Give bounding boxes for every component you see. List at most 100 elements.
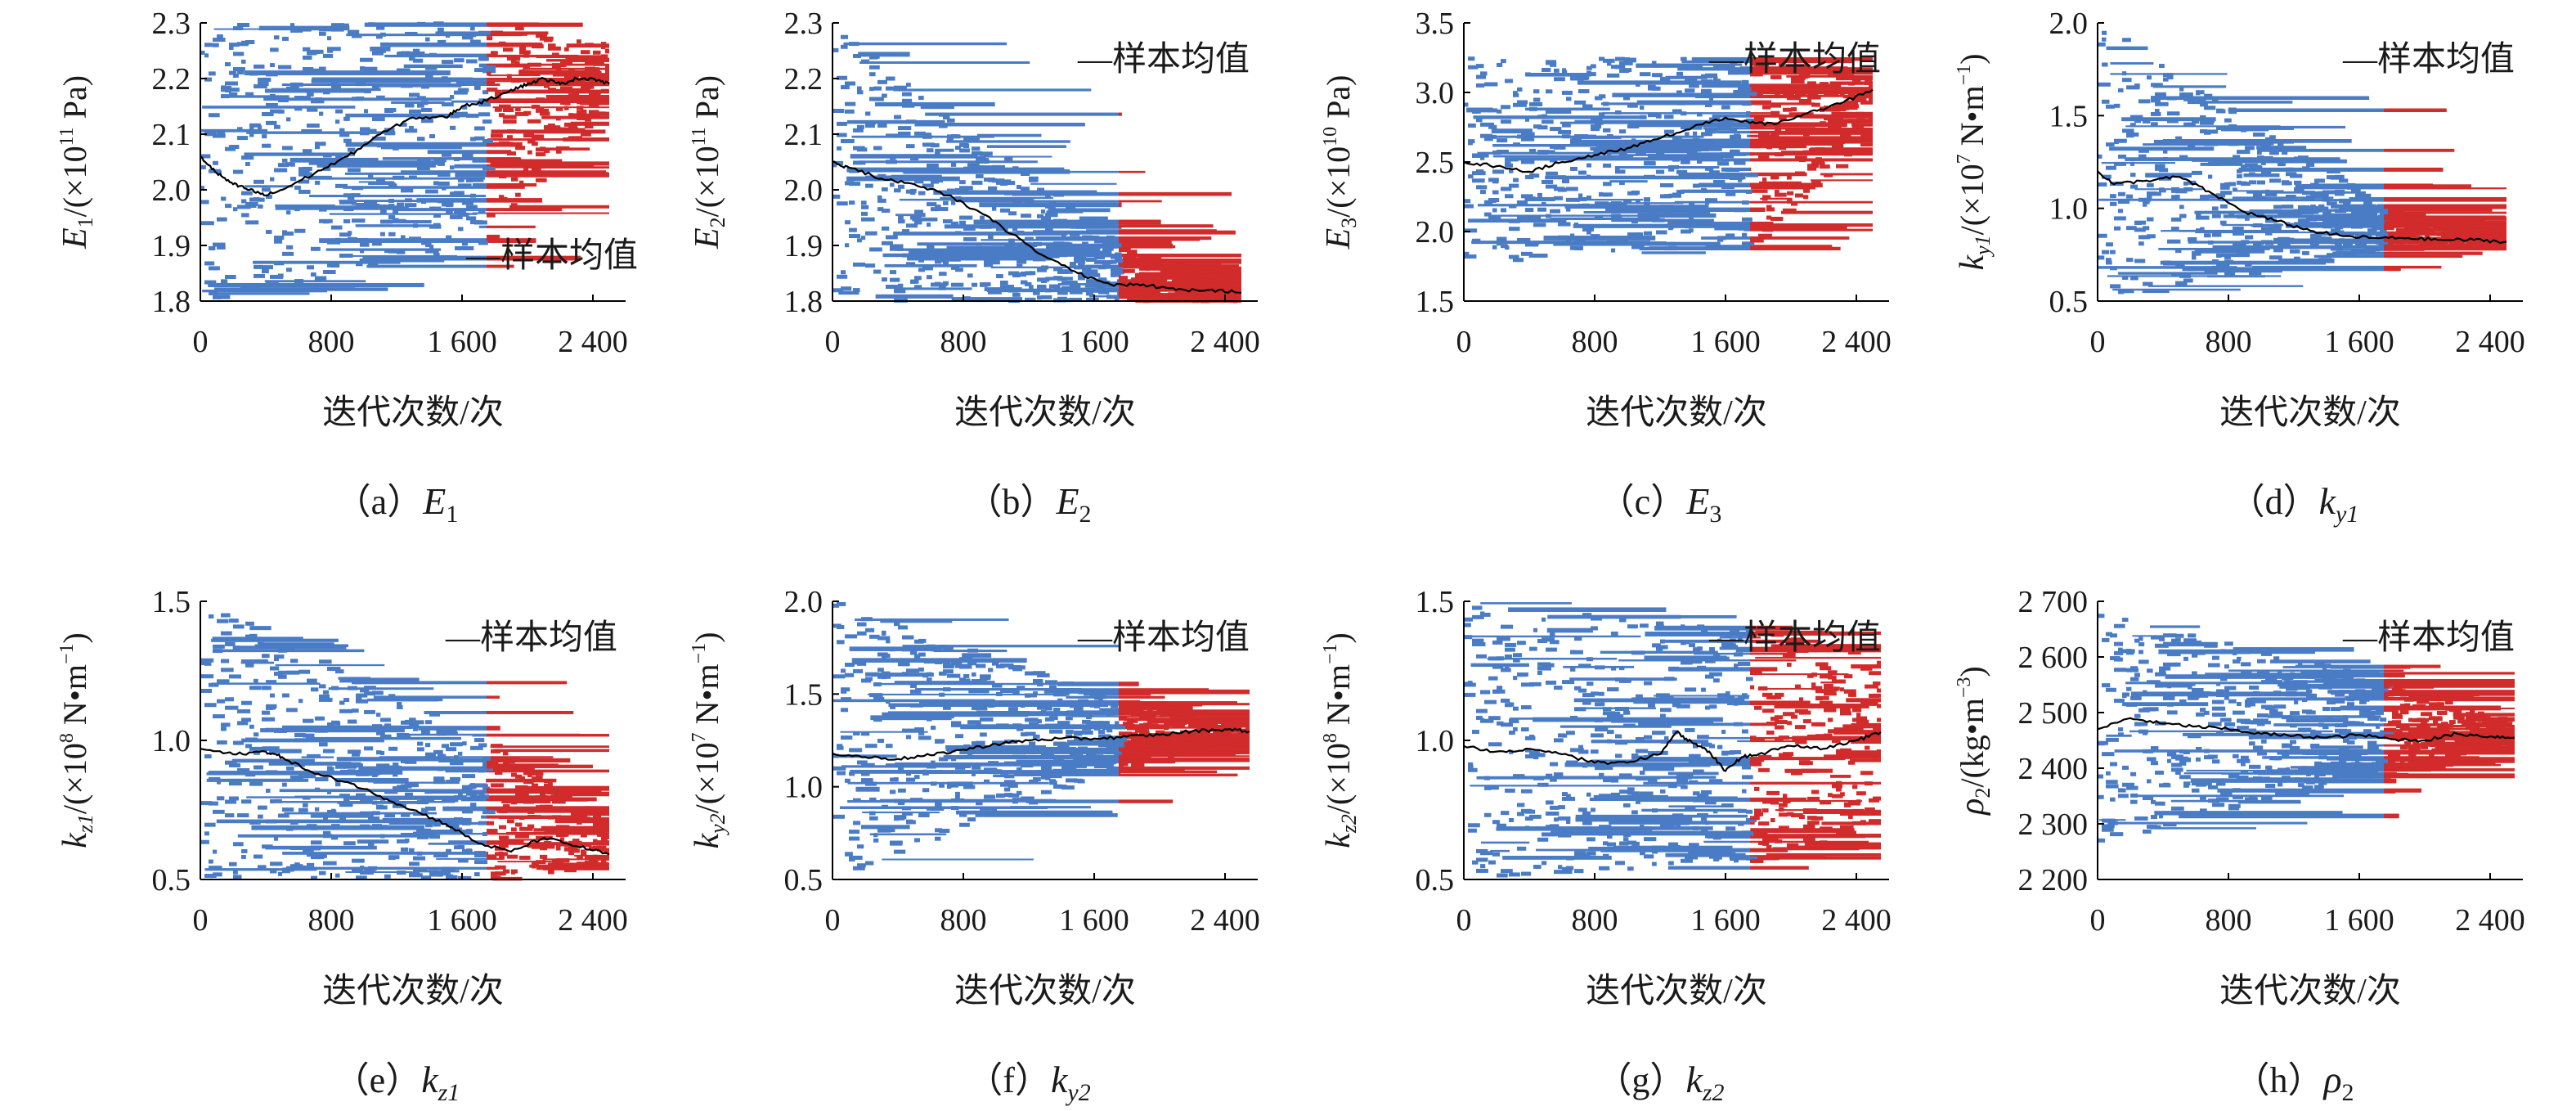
sample-trace — [241, 155, 254, 160]
sample-trace-post-burn-in — [1750, 127, 1815, 130]
sample-trace — [2269, 227, 2282, 232]
sample-trace — [1012, 273, 1021, 278]
sample-trace-post-burn-in — [1119, 265, 1220, 268]
sample-trace-post-burn-in — [1757, 687, 1819, 690]
sample-trace-post-burn-in — [487, 733, 609, 737]
sample-trace — [1566, 236, 1574, 241]
sample-trace — [882, 277, 887, 282]
sample-trace — [1464, 623, 1471, 627]
sample-trace — [601, 74, 608, 79]
sample-trace — [2257, 180, 2265, 185]
sample-trace — [1505, 654, 1512, 659]
sample-trace-post-burn-in — [487, 34, 523, 37]
sample-trace — [2367, 207, 2375, 212]
sample-trace — [458, 183, 472, 188]
sample-trace — [832, 753, 839, 758]
sample-trace — [1237, 291, 1241, 296]
sample-trace — [2470, 239, 2475, 244]
sample-trace — [959, 220, 967, 225]
sample-trace — [323, 830, 331, 835]
sample-trace — [216, 819, 425, 824]
sample-trace — [560, 98, 573, 103]
sample-trace — [1139, 254, 1149, 259]
sample-trace — [972, 771, 976, 776]
sample-trace — [241, 40, 249, 45]
sample-trace — [1090, 288, 1100, 293]
sample-trace — [229, 861, 237, 866]
sample-trace — [1119, 710, 1125, 715]
sample-trace — [1090, 702, 1098, 707]
sample-trace — [519, 816, 525, 821]
sample-trace — [898, 184, 905, 189]
sample-trace-post-burn-in — [1750, 100, 1772, 106]
sample-trace — [1574, 100, 1586, 105]
sample-trace — [1057, 744, 1070, 749]
sample-trace — [1820, 82, 1829, 87]
sample-trace — [548, 70, 558, 75]
sample-trace — [2114, 226, 2121, 231]
sample-trace-post-burn-in — [488, 74, 541, 77]
sample-trace — [947, 783, 958, 788]
sample-trace — [262, 143, 272, 148]
sample-trace — [1528, 253, 1548, 258]
x-tick-label: 0 — [193, 325, 209, 359]
sample-trace — [1205, 274, 1213, 279]
sample-trace-post-burn-in — [529, 864, 550, 868]
sample-trace — [1570, 166, 1577, 171]
sample-trace — [865, 231, 877, 236]
y-tick-label: 2.0 — [152, 173, 191, 208]
sample-trace — [1644, 161, 1656, 166]
sample-trace — [2445, 224, 2458, 229]
sample-trace — [425, 743, 431, 748]
sample-trace — [1061, 681, 1074, 686]
sample-trace — [1094, 254, 1106, 259]
sample-trace — [454, 191, 464, 196]
sample-trace — [411, 142, 429, 146]
sample-trace — [2278, 243, 2291, 248]
sample-trace — [1668, 805, 1726, 807]
sample-trace — [376, 763, 390, 768]
sample-trace — [918, 191, 926, 196]
sample-trace — [433, 181, 439, 186]
sample-trace — [861, 205, 869, 209]
sample-trace — [2224, 271, 2236, 276]
sample-trace — [326, 177, 486, 180]
sample-trace — [1049, 223, 1061, 227]
sample-trace — [515, 61, 520, 65]
sample-trace — [421, 828, 432, 833]
sample-trace — [1668, 164, 1679, 169]
sample-trace — [2212, 232, 2222, 237]
sample-trace — [2243, 173, 2280, 178]
sample-trace — [877, 198, 886, 203]
sample-trace — [939, 254, 947, 259]
sample-trace — [589, 110, 599, 115]
sample-trace — [315, 180, 321, 185]
sample-trace — [976, 740, 985, 745]
sample-trace — [1037, 681, 1043, 686]
sample-trace — [1004, 191, 1012, 196]
sample-trace — [1160, 717, 1169, 722]
sample-trace — [865, 111, 871, 116]
sample-trace — [1192, 739, 1197, 744]
sample-trace — [274, 798, 282, 803]
sample-trace — [2224, 118, 2232, 123]
sample-trace — [564, 101, 571, 106]
sample-trace — [988, 235, 994, 240]
sample-trace — [1517, 812, 1525, 816]
sample-trace — [249, 820, 261, 825]
sample-trace — [1564, 762, 1711, 767]
sample-trace — [393, 803, 406, 808]
sample-trace — [1775, 92, 1781, 97]
sample-trace-post-burn-in — [1750, 625, 1793, 631]
sample-trace — [1488, 742, 1502, 747]
sample-trace — [1021, 187, 1030, 191]
sample-trace — [511, 827, 517, 832]
sample-trace — [2269, 178, 2282, 183]
sample-trace — [1237, 731, 1244, 736]
sample-trace — [2102, 174, 2112, 179]
sample-trace — [335, 119, 340, 124]
sample-trace — [1550, 762, 1559, 767]
sample-trace — [2449, 240, 2455, 245]
sample-trace — [1082, 235, 1093, 240]
sample-trace — [2412, 225, 2420, 230]
